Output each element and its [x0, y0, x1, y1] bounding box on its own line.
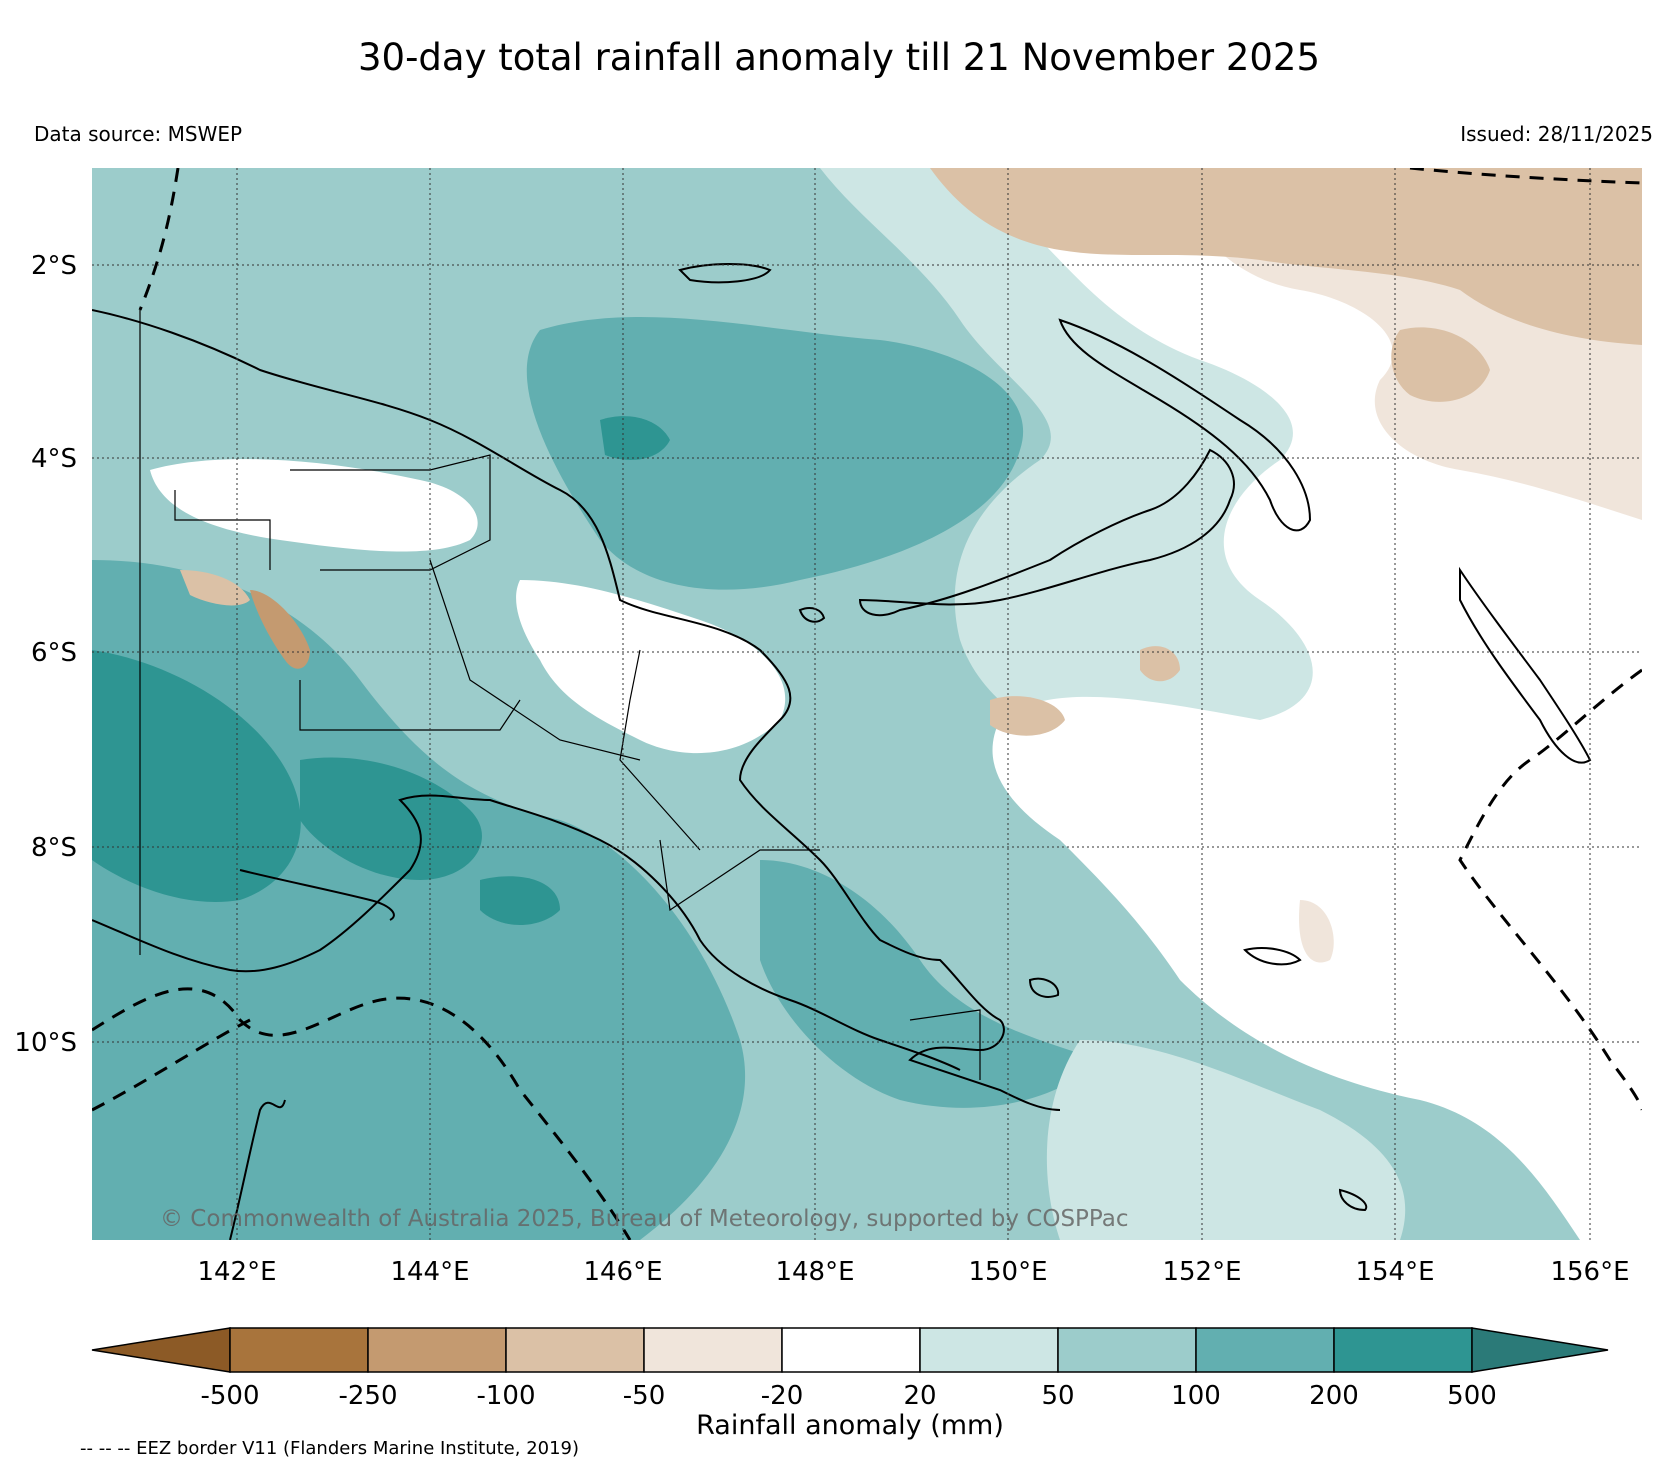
anomaly-region-200-500-sea	[480, 876, 560, 925]
anomaly-region-minus20-minus50-highlands	[180, 570, 250, 606]
map-plot-area: © Commonwealth of Australia 2025, Bureau…	[92, 168, 1642, 1240]
colorbar-tick-label: -20	[761, 1381, 803, 1411]
anomaly-region-neutral-west	[150, 459, 478, 552]
colorbar-segment	[919, 1327, 1059, 1373]
lat-tick-label: 6°S	[31, 638, 77, 668]
colorbar-segment	[229, 1327, 369, 1373]
data-source-label: Data source: MSWEP	[34, 122, 243, 146]
colorbar-tick-label: -50	[623, 1381, 665, 1411]
coastline-new-ireland	[1058, 318, 1312, 532]
lon-tick-label: 146°E	[583, 1257, 662, 1287]
coastline-fly-delta	[239, 869, 395, 921]
colorbar-tick-label: 200	[1309, 1381, 1359, 1411]
coastline-woodlark	[1243, 947, 1302, 966]
province-border-east-sepik	[290, 454, 491, 571]
lat-tick-label: 10°S	[14, 1028, 77, 1058]
province-border-morobe	[619, 649, 701, 851]
lon-tick-label: 152°E	[1162, 1257, 1241, 1287]
lon-tick-label: 150°E	[968, 1257, 1047, 1287]
anomaly-region-neutral-highlands	[516, 580, 786, 754]
anomaly-region-200-500-west	[92, 650, 301, 902]
colorbar-tick-label: 20	[903, 1381, 936, 1411]
chart-title: 30-day total rainfall anomaly till 21 No…	[357, 36, 1321, 79]
colorbar: -500 -250 -100 -50 -20 20 50 100 200 500…	[91, 1327, 1609, 1441]
lon-tick-label: 154°E	[1355, 1257, 1434, 1287]
province-border-highlands	[429, 559, 641, 761]
anomaly-region-200-500-gulf	[300, 757, 482, 880]
coastline-manus	[678, 263, 772, 284]
anomaly-region-minus50-minus100-newbritain-east	[1140, 646, 1180, 682]
eez-footnote: -- -- -- EEZ border V11 (Flanders Marine…	[80, 1438, 580, 1459]
anomaly-region-minus20-minus50-southeast	[1299, 900, 1334, 963]
eez-border-southwest-lower	[92, 1018, 251, 1112]
coastline-bougainville	[1459, 566, 1592, 764]
colorbar-tick-label: 50	[1041, 1381, 1074, 1411]
province-borders	[139, 310, 981, 1080]
lon-tick-label: 144°E	[390, 1257, 469, 1287]
colorbar-segment	[1195, 1327, 1335, 1373]
lon-tick-label: 148°E	[775, 1257, 854, 1287]
lat-tick-label: 2°S	[31, 251, 77, 281]
copyright-watermark: © Commonwealth of Australia 2025, Bureau…	[160, 1206, 1129, 1232]
anomaly-region-100-200-central	[526, 317, 1024, 590]
colorbar-tick-label: -500	[200, 1381, 259, 1411]
anomaly-region-minus50-minus100-island	[1391, 327, 1490, 402]
eez-border-east	[1458, 668, 1642, 1111]
map-gridlines	[92, 168, 1642, 1240]
colorbar-extend-low	[91, 1327, 231, 1373]
lat-tick-labels: 2°S 4°S 6°S 8°S 10°S	[14, 251, 77, 1058]
colorbar-tick-label: 500	[1447, 1381, 1497, 1411]
coastline-long-island	[798, 607, 826, 623]
province-border-oro	[659, 839, 820, 912]
colorbar-axis-label: Rainfall anomaly (mm)	[696, 1410, 1004, 1441]
colorbar-tick-label: -100	[476, 1381, 535, 1411]
colorbar-tick-label: 100	[1171, 1381, 1221, 1411]
coastline-rossel	[1338, 1188, 1368, 1212]
colorbar-segment	[367, 1327, 507, 1373]
coastline-australia-cape-york	[229, 1099, 286, 1240]
province-border-sandaun	[174, 490, 271, 570]
lon-tick-labels: 142°E 144°E 146°E 148°E 150°E 152°E 154°…	[197, 1257, 1629, 1287]
anomaly-region-minus50-minus100-newbritain	[990, 696, 1065, 736]
eez-border-southwest	[92, 987, 632, 1240]
colorbar-segment	[781, 1327, 921, 1373]
colorbar-segment	[1057, 1327, 1197, 1373]
eez-borders	[92, 168, 1642, 1240]
coastline-new-britain	[858, 448, 1235, 617]
anomaly-region-100-200-west	[92, 560, 746, 1240]
lat-tick-label: 8°S	[31, 833, 77, 863]
coastline-new-guinea-south	[92, 794, 961, 1071]
lon-tick-label: 156°E	[1550, 1257, 1629, 1287]
eez-border-west	[138, 168, 180, 311]
eez-border-northeast	[1409, 168, 1642, 185]
anomaly-region-20-50-sea	[1046, 1040, 1406, 1240]
anomaly-region-minus50-minus100-highlands	[250, 590, 310, 669]
colorbar-segment	[1333, 1327, 1473, 1373]
colorbar-segment	[505, 1327, 645, 1373]
anomaly-region-minus50-minus100-northeast	[930, 168, 1642, 345]
colorbar-tick-label: -250	[338, 1381, 397, 1411]
coastline-ferguson	[1028, 977, 1060, 998]
anomaly-region-100-200-south	[760, 860, 1100, 1108]
anomaly-region-200-500-central	[600, 416, 670, 460]
lon-tick-label: 142°E	[197, 1257, 276, 1287]
lat-tick-label: 4°S	[31, 444, 77, 474]
province-border-milne-bay	[909, 1009, 981, 1080]
colorbar-segment	[643, 1327, 783, 1373]
province-border-western	[299, 680, 521, 731]
issued-date-label: Issued: 28/11/2025	[1460, 122, 1653, 146]
colorbar-extend-high	[1471, 1327, 1609, 1373]
